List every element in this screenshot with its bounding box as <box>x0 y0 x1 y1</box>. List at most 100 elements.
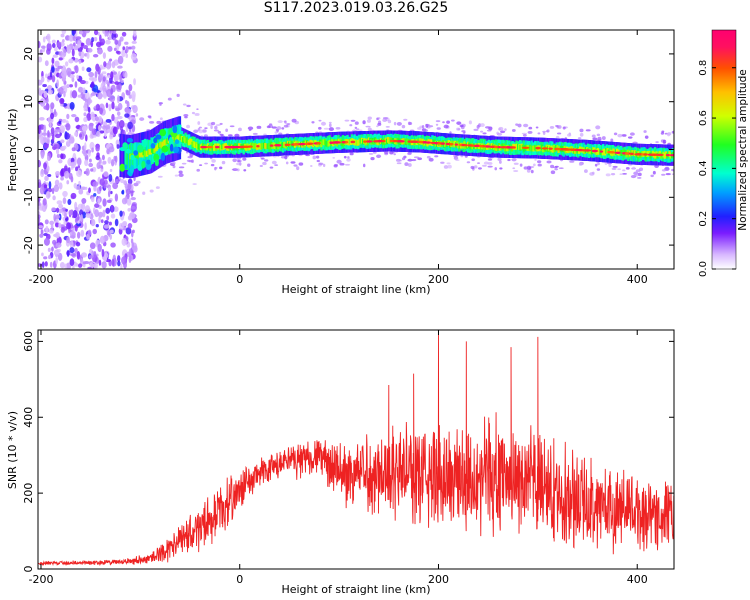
spectrogram-panel: -200 0 200 400 20 10 0 -10 -20 Height of straigh… <box>6 29 675 296</box>
halo-speckle <box>605 173 611 177</box>
ridge-core <box>205 145 214 149</box>
ridge-core <box>214 145 220 149</box>
noise-speckle <box>80 213 83 223</box>
ridge-blob <box>137 144 144 153</box>
noise-speckle <box>94 71 98 79</box>
noise-speckle <box>67 198 72 206</box>
ridge-core <box>297 142 304 146</box>
halo-speckle <box>661 169 667 172</box>
noise-speckle <box>38 159 42 168</box>
ridge-inner <box>533 144 536 151</box>
halo-speckle <box>293 164 298 167</box>
ridge-inner <box>358 138 361 145</box>
halo-speckle <box>411 158 417 162</box>
halo-speckle <box>468 120 472 125</box>
noise-speckle <box>90 197 95 203</box>
halo-speckle <box>546 129 550 133</box>
halo-speckle <box>328 121 332 124</box>
noise-speckle <box>107 45 113 52</box>
noise-speckle <box>125 90 131 96</box>
ridge-inner <box>196 143 199 150</box>
noise-speckle <box>43 90 48 98</box>
halo-speckle <box>434 155 439 158</box>
ridge-inner <box>262 142 266 149</box>
noise-speckle <box>50 127 55 135</box>
colorbar-tick-label: 0.6 <box>698 110 709 126</box>
ridge-inner <box>404 139 408 146</box>
noise-speckle <box>87 266 92 269</box>
halo-speckle <box>219 166 223 170</box>
ridge-inner <box>339 138 342 145</box>
halo-speckle <box>376 117 379 121</box>
noise-speckle <box>106 148 110 155</box>
halo-speckle <box>401 157 406 161</box>
noise-speckle <box>111 61 116 69</box>
halo-speckle <box>375 125 379 128</box>
halo-speckle <box>344 119 350 122</box>
halo-speckle <box>533 163 536 167</box>
ridge-inner <box>383 139 386 145</box>
halo-speckle <box>286 123 291 125</box>
halo-speckle <box>537 132 541 135</box>
halo-speckle <box>513 162 519 165</box>
noise-speckle <box>38 56 43 63</box>
ridge-core <box>665 153 670 157</box>
noise-speckle <box>54 60 60 68</box>
ridge-core <box>497 145 502 149</box>
halo-speckle <box>219 133 224 136</box>
noise-speckle <box>86 113 92 121</box>
noise-speckle <box>72 35 76 42</box>
halo-speckle <box>283 120 287 123</box>
halo-speckle <box>243 169 247 172</box>
halo-speckle <box>266 125 271 129</box>
noise-speckle <box>58 120 62 125</box>
noise-speckle <box>116 111 121 116</box>
noise-speckle <box>87 106 91 113</box>
ridge-inner <box>457 142 460 149</box>
noise-speckle <box>58 203 64 209</box>
colorbar-gradient <box>711 29 737 270</box>
halo-speckle <box>477 162 481 165</box>
ridge-inner <box>162 140 166 147</box>
noise-speckle <box>89 141 95 150</box>
halo-speckle <box>630 175 637 179</box>
noise-speckle <box>56 41 62 48</box>
halo-speckle <box>662 139 667 144</box>
ridge-inner <box>516 143 520 150</box>
y-tick-label: -10 <box>22 188 35 206</box>
ridge-inner <box>183 135 186 142</box>
noise-speckle <box>41 261 45 268</box>
ridge-inner <box>453 140 456 147</box>
noise-speckle <box>125 227 132 235</box>
snr-plot-area <box>38 330 674 566</box>
noise-speckle <box>109 234 113 240</box>
noise-speckle <box>66 249 70 258</box>
halo-speckle <box>558 167 564 169</box>
noise-speckle <box>39 124 45 130</box>
ridge-inner <box>146 150 149 157</box>
halo-speckle <box>511 129 516 132</box>
halo-speckle <box>428 157 434 162</box>
halo-speckle <box>349 124 353 127</box>
halo-speckle <box>135 113 139 117</box>
noise-speckle <box>78 59 82 64</box>
noise-speckle <box>75 263 79 267</box>
ridge-blob <box>153 137 158 144</box>
ridge-core <box>389 139 394 143</box>
noise-speckle <box>92 263 99 268</box>
y-tick-label: 10 <box>22 95 35 109</box>
halo-speckle <box>566 133 572 137</box>
noise-speckle <box>65 123 71 131</box>
halo-speckle <box>500 130 506 134</box>
noise-speckle <box>111 258 115 267</box>
ridge-inner <box>323 139 326 145</box>
noise-speckle <box>103 92 107 99</box>
noise-speckle <box>101 248 105 258</box>
noise-speckle <box>48 254 52 260</box>
halo-speckle <box>347 156 350 159</box>
noise-speckle <box>130 197 136 201</box>
halo-speckle <box>248 129 252 132</box>
halo-speckle <box>425 123 430 127</box>
noise-speckle <box>66 113 70 120</box>
noise-speckle <box>64 61 69 67</box>
